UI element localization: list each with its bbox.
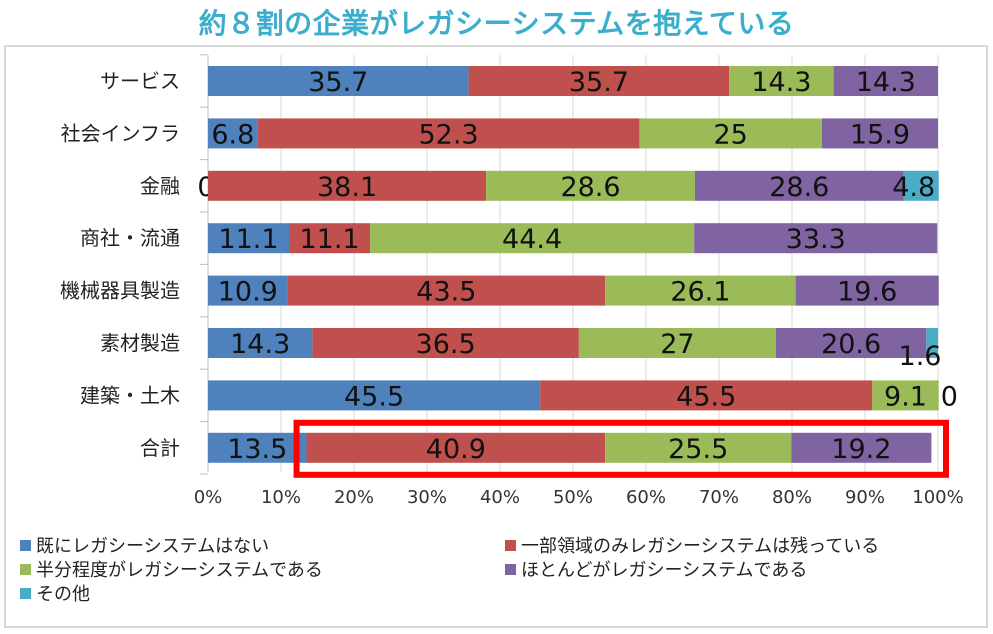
bar-segment (795, 275, 939, 306)
data-label: 45.5 (344, 381, 404, 412)
data-label: 15.9 (850, 119, 910, 150)
bar-segment (208, 118, 258, 149)
data-label: 35.7 (569, 67, 629, 98)
x-tick-label: 80% (772, 487, 812, 508)
data-label: 20.6 (821, 329, 881, 360)
data-label: 25 (714, 119, 748, 150)
data-label: 36.5 (416, 329, 476, 360)
bar-segment (289, 223, 371, 254)
bar-segment (208, 328, 313, 358)
data-label: 38.1 (317, 172, 377, 203)
bar-segment (257, 118, 640, 149)
x-tick-label: 40% (480, 487, 520, 508)
data-label: 4.8 (892, 172, 935, 203)
data-label: 11.1 (299, 224, 359, 255)
data-label: 26.1 (670, 277, 730, 308)
data-label: 6.8 (211, 119, 254, 150)
x-tick-label: 20% (334, 487, 374, 508)
bar-segment (694, 223, 938, 254)
data-label: 19.2 (831, 434, 891, 465)
data-label: 45.5 (676, 381, 736, 412)
category-label: サービス (100, 69, 180, 93)
legend-swatch (20, 588, 31, 599)
bar-segment (639, 118, 822, 149)
legend-swatch (505, 540, 516, 551)
data-label: 28.6 (560, 172, 620, 203)
bar-segment (468, 66, 730, 96)
bar-segment (208, 432, 307, 463)
legend-label: 既にレガシーシステムはない (36, 536, 269, 557)
data-label: 28.6 (769, 172, 829, 203)
bar-segment (821, 118, 938, 149)
bar-segment (903, 170, 939, 201)
data-label: 27 (660, 329, 694, 360)
category-label: 素材製造 (100, 331, 180, 355)
highlight-box (293, 419, 949, 478)
legend-label: 一部領域のみレガシーシステムは残っている (521, 536, 879, 557)
x-tick-label: 10% (261, 487, 301, 508)
bar-segment (486, 170, 695, 201)
legend-swatch (505, 564, 516, 575)
data-label: 14.3 (751, 67, 811, 98)
chart-frame (4, 45, 988, 628)
legend-swatch (20, 540, 31, 551)
bar-segment (605, 432, 792, 463)
bar-segment (694, 170, 904, 201)
data-label: 40.9 (426, 434, 486, 465)
category-label: 商社・流通 (80, 226, 180, 250)
data-label: 14.3 (230, 329, 290, 360)
bar-segment (208, 223, 290, 254)
data-label: 25.5 (668, 434, 728, 465)
x-tick-label: 90% (845, 487, 885, 508)
x-tick-label: 70% (699, 487, 739, 508)
bar-segment (306, 432, 606, 463)
bar-segment (208, 380, 541, 411)
data-label: 1.6 (899, 341, 942, 372)
data-label: 19.6 (837, 277, 897, 308)
bar-segment (872, 380, 939, 411)
category-label: 金融 (140, 174, 180, 198)
chart-title: 約８割の企業がレガシーシステムを抱えている (198, 7, 795, 40)
bar-segment (208, 170, 487, 201)
legend-label: その他 (36, 584, 90, 605)
x-tick-label: 50% (553, 487, 593, 508)
bar-segment (926, 328, 938, 358)
data-label: 9.1 (884, 381, 927, 412)
x-tick-label: 100% (912, 487, 963, 508)
category-label: 機械器具製造 (60, 279, 180, 303)
data-label: 11.1 (218, 224, 278, 255)
data-label: 33.3 (786, 224, 846, 255)
bar-segment (540, 380, 873, 411)
bar-segment (208, 275, 288, 306)
bar-segment (312, 328, 579, 358)
bar-segment (605, 275, 796, 306)
x-tick-label: 0% (194, 487, 223, 508)
data-label: 13.5 (227, 434, 287, 465)
data-label: 14.3 (856, 67, 916, 98)
legend-label: 半分程度がレガシーシステムである (36, 560, 323, 581)
data-label: 44.4 (502, 224, 562, 255)
category-label: 合計 (140, 436, 180, 460)
x-tick-label: 30% (407, 487, 447, 508)
bar-segment (833, 66, 938, 96)
bar-segment (578, 328, 776, 358)
bar-segment (791, 432, 932, 463)
x-tick-label: 60% (626, 487, 666, 508)
bar-segment (775, 328, 927, 358)
legend-label: ほとんどがレガシーシステムである (521, 560, 807, 581)
bar-segment (287, 275, 606, 306)
category-label: 社会インフラ (61, 121, 180, 145)
category-label: 建築・土木 (80, 383, 180, 407)
data-label: 10.9 (218, 277, 278, 308)
data-label: 52.3 (418, 119, 478, 150)
data-label: 43.5 (416, 277, 476, 308)
data-label: 0 (941, 381, 958, 412)
bar-segment (729, 66, 834, 96)
bar-segment (370, 223, 695, 254)
bar-segment (208, 66, 469, 96)
legend-swatch (20, 564, 31, 575)
data-label: 35.7 (308, 67, 368, 98)
